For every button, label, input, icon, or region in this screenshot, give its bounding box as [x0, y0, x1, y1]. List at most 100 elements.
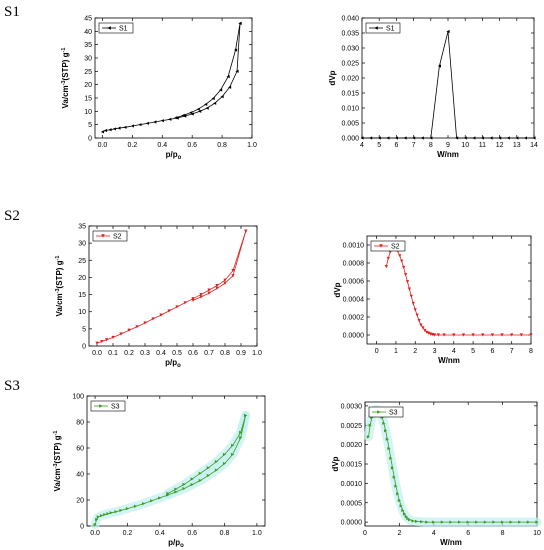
- y-axis-label: Va/cm-3(STP) g-1: [53, 431, 62, 492]
- x-tick-label: 8: [429, 142, 433, 149]
- data-point: [181, 113, 185, 117]
- data-point: [182, 486, 186, 491]
- data-point: [489, 136, 493, 140]
- data-point: [123, 125, 127, 129]
- x-tick-label: 1.0: [252, 530, 262, 537]
- data-point: [437, 64, 441, 68]
- x-tick-label: 0.8: [217, 142, 227, 149]
- data-point: [382, 421, 386, 425]
- data-point: [119, 332, 123, 336]
- x-tick-label: 0.6: [188, 350, 198, 357]
- data-point: [440, 520, 444, 524]
- x-tick-label: 5: [377, 142, 381, 149]
- data-point: [235, 69, 239, 73]
- plot-frame: [86, 395, 266, 527]
- data-point: [518, 520, 522, 524]
- data-point: [223, 278, 227, 282]
- row-label-s1: S1: [4, 4, 20, 20]
- data-point: [500, 333, 504, 337]
- data-point: [400, 259, 404, 263]
- data-point: [199, 292, 203, 297]
- data-point: [105, 338, 109, 342]
- data-point: [519, 333, 523, 337]
- y-tick-label: 0.0030: [341, 403, 363, 410]
- legend-label: S2: [391, 244, 400, 251]
- y-tick-label: 0: [80, 524, 84, 531]
- chart-s2-iso: 0.0 0.1 0.2 0.3 0.4 0.5 0.6 0.7 0.8 0.9 1.0 0 5 10 15 2…: [55, 224, 262, 370]
- row-label-s2: S2: [4, 208, 20, 224]
- data-point: [198, 471, 202, 475]
- data-point: [461, 333, 466, 337]
- y-tick-label: 40: [76, 472, 84, 479]
- y-tick-label: 0.0010: [343, 243, 365, 250]
- y-tick-label: 0.0004: [343, 297, 365, 304]
- data-point: [388, 250, 392, 254]
- y-tick-label: 10: [78, 309, 86, 316]
- data-point: [196, 107, 200, 111]
- data-point: [471, 333, 475, 337]
- data-point: [377, 136, 381, 140]
- data-point: [413, 308, 417, 312]
- data-point: [481, 333, 485, 337]
- data-point: [117, 126, 121, 130]
- data-point: [190, 477, 194, 481]
- data-point: [535, 520, 539, 524]
- data-point: [182, 482, 186, 486]
- y-tick-label: 30: [84, 56, 92, 63]
- data-point: [93, 523, 97, 527]
- series-line: [385, 247, 531, 336]
- x-tick-label: 6: [490, 348, 494, 355]
- data-point: [219, 88, 223, 92]
- y-tick-label: 0.025: [341, 61, 359, 68]
- y-tick-label: 0.040: [341, 16, 359, 23]
- data-point: [472, 136, 476, 140]
- data-point: [401, 508, 405, 513]
- y-tick-label: 0.0025: [341, 423, 363, 430]
- chart-s2-psd: 0 1 2 3 4 5 6 7 8 0.0000 0.0002 0.0004 0.0006 0.0008 0…: [333, 235, 533, 365]
- data-point: [191, 297, 195, 301]
- y-tick-label: 0.0000: [343, 333, 365, 340]
- y-tick-label: 0.0015: [341, 462, 363, 469]
- x-tick-label: 0.8: [220, 530, 230, 537]
- data-point: [407, 287, 412, 291]
- data-point: [398, 254, 402, 258]
- data-point: [207, 291, 211, 295]
- data-point: [138, 123, 142, 127]
- data-point: [199, 295, 203, 299]
- data-point: [501, 520, 505, 524]
- series-line: [96, 231, 247, 344]
- x-tick-label: 0.0: [98, 142, 108, 149]
- y-axis-label: dVp: [331, 456, 340, 471]
- data-point: [103, 128, 108, 133]
- data-point: [198, 109, 202, 113]
- data-point: [409, 294, 413, 298]
- data-point: [427, 331, 431, 335]
- chart-s1-psd: 4 5 6 7 8 9 10 11 12 13 14 0.000 0.005 0.010 0.015 0.02…: [328, 16, 538, 160]
- data-point: [95, 341, 99, 345]
- x-tick-label: 0.4: [156, 350, 166, 357]
- x-tick-label: 0.3: [140, 350, 150, 357]
- chart-s3-iso: 0.0 0.2 0.4 0.6 0.8 1.0 0 20 40 60 80 100 p/po Va/cm-…: [53, 394, 266, 549]
- x-tick-label: 0.2: [123, 530, 133, 537]
- data-point: [222, 452, 227, 457]
- data-point: [227, 85, 232, 89]
- data-point: [360, 136, 364, 140]
- data-point: [480, 136, 484, 140]
- data-point: [368, 423, 372, 427]
- y-tick-label: 0.000: [341, 136, 359, 143]
- x-tick-label: 0.9: [236, 350, 246, 357]
- x-tick-label: 0.2: [128, 142, 138, 149]
- data-point: [151, 317, 155, 321]
- x-tick-label: 7: [412, 142, 416, 149]
- data-point: [175, 305, 179, 309]
- data-point: [112, 127, 117, 131]
- data-point: [510, 333, 514, 337]
- data-point: [189, 111, 193, 115]
- chart-s1-iso: 0.0 0.2 0.4 0.6 0.8 1.0 0 5 10 15 20 25 30 35 40 45 p/po…: [61, 16, 257, 162]
- data-point: [142, 502, 146, 506]
- data-point: [127, 328, 131, 332]
- data-point: [220, 95, 224, 99]
- x-tick-label: 12: [496, 142, 504, 149]
- data-point: [239, 430, 243, 434]
